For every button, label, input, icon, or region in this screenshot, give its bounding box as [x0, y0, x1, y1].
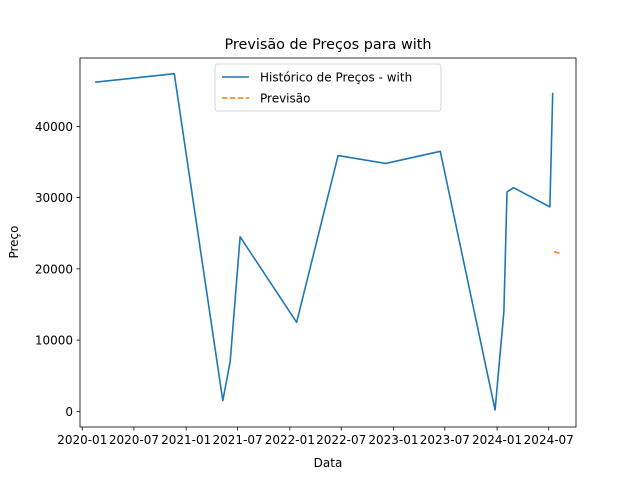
y-tick-label: 20000	[35, 262, 73, 276]
x-tick-label: 2022-07	[316, 433, 366, 447]
x-tick-label: 2024-01	[472, 433, 522, 447]
y-tick-label: 40000	[35, 120, 73, 134]
x-tick-label: 2021-07	[213, 433, 263, 447]
plot-frame	[79, 57, 577, 428]
y-axis: 0 10000 20000 30000 40000	[35, 120, 80, 419]
x-axis: 2020-01 2020-07 2021-01 2021-07 2022-01 2022-…	[57, 427, 574, 447]
x-tick-label: 2024-07	[524, 433, 574, 447]
legend: Histórico de Preços - with Previsão	[214, 63, 442, 112]
y-tick-label: 0	[65, 405, 73, 419]
y-tick-label: 30000	[35, 191, 73, 205]
chart-title: Previsão de Preços para with	[224, 37, 431, 53]
legend-entry: Previsão	[260, 92, 310, 106]
y-axis-label: Preço	[7, 225, 21, 258]
x-axis-label: Data	[314, 456, 343, 470]
y-tick-label: 10000	[35, 334, 73, 348]
series-line-previsao	[553, 250, 562, 255]
plot-area	[94, 72, 562, 411]
x-tick-label: 2023-07	[420, 433, 470, 447]
x-tick-label: 2021-01	[161, 433, 211, 447]
x-tick-label: 2023-01	[368, 433, 418, 447]
legend-box	[214, 63, 442, 112]
x-tick-label: 2020-01	[57, 433, 107, 447]
x-tick-label: 2020-07	[109, 433, 159, 447]
series-line-historico	[94, 72, 554, 411]
legend-entry: Histórico de Preços - with	[260, 71, 412, 85]
x-tick-label: 2022-01	[265, 433, 315, 447]
